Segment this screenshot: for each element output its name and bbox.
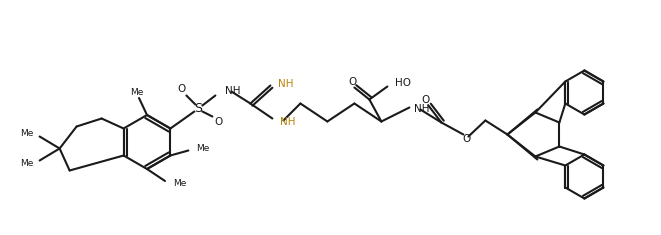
Text: Me: Me — [20, 129, 34, 138]
Text: O: O — [348, 77, 356, 86]
Text: O: O — [462, 134, 471, 145]
Text: S: S — [194, 102, 202, 115]
Text: O: O — [421, 94, 430, 105]
Text: Me: Me — [20, 159, 34, 168]
Text: NH: NH — [225, 86, 241, 95]
Text: O: O — [177, 83, 186, 94]
Text: O: O — [214, 117, 223, 126]
Text: Me: Me — [173, 180, 186, 188]
Text: Me: Me — [196, 144, 210, 153]
Text: Me: Me — [130, 87, 143, 97]
Text: NH: NH — [278, 78, 294, 89]
Text: NH: NH — [280, 117, 296, 126]
Text: HO: HO — [395, 78, 411, 87]
Text: NH: NH — [414, 103, 430, 114]
